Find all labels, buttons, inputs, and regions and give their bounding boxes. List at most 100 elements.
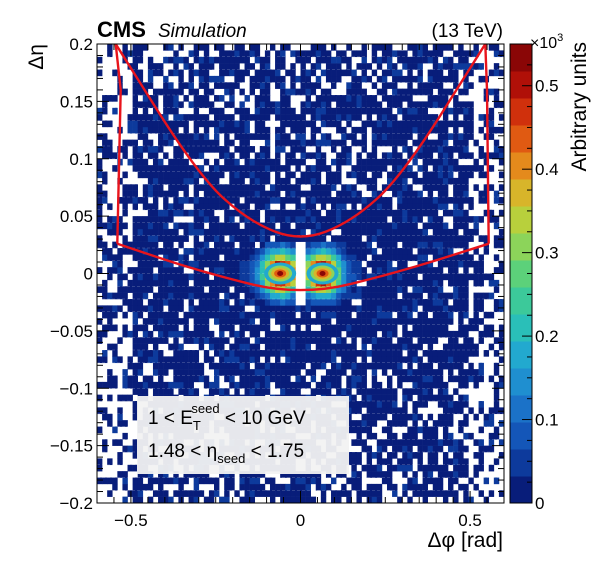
heatmap-cell: [264, 260, 271, 268]
heatmap-cell: [249, 324, 256, 332]
heatmap-cell: [422, 152, 428, 160]
heatmap-cell: [244, 107, 250, 115]
heatmap-cell: [427, 209, 434, 217]
heatmap-cell: [275, 216, 281, 223]
heatmap-cell: [295, 471, 301, 478]
heatmap-cell: [244, 216, 250, 223]
heatmap-cell: [402, 56, 408, 64]
heatmap-cell: [193, 171, 200, 179]
heatmap-cell: [448, 375, 454, 383]
heatmap-cell: [437, 420, 444, 427]
heatmap-cell: [214, 279, 220, 287]
colorbar-segment: [510, 341, 532, 369]
heatmap-cell: [376, 235, 383, 242]
heatmap-cell: [320, 350, 327, 357]
heatmap-cell: [97, 209, 103, 217]
heatmap-cell: [498, 69, 504, 77]
heatmap-cell: [188, 273, 194, 281]
heatmap-cell: [427, 241, 434, 249]
heatmap-cell: [392, 222, 398, 230]
heatmap-cell: [239, 50, 245, 58]
heatmap-cell: [137, 483, 144, 491]
heatmap-cell: [275, 75, 281, 83]
heatmap-cell: [376, 171, 383, 179]
heatmap-cell: [203, 248, 210, 255]
heatmap-cell: [112, 254, 118, 262]
heatmap-cell: [437, 133, 444, 140]
heatmap-cell: [361, 177, 367, 185]
heatmap-cell: [448, 477, 454, 485]
heatmap-cell: [341, 490, 347, 497]
heatmap-cell: [463, 381, 469, 389]
heatmap-cell: [264, 197, 271, 204]
heatmap-cell: [300, 101, 306, 109]
heatmap-cell: [381, 197, 388, 204]
heatmap-cell: [142, 44, 149, 51]
colorbar: 00.10.20.30.40.5: [509, 43, 559, 513]
heatmap-cell: [132, 318, 138, 325]
heatmap-cell: [234, 279, 240, 287]
heatmap-cell: [290, 158, 296, 166]
heatmap-cell: [493, 197, 500, 204]
heatmap-cell: [320, 375, 327, 383]
heatmap-cell: [432, 203, 439, 211]
heatmap-cell: [320, 44, 327, 51]
heatmap-cell: [402, 126, 408, 134]
heatmap-cell: [214, 483, 220, 491]
heatmap-cell: [315, 75, 322, 83]
heatmap-cell: [254, 273, 261, 281]
heatmap-cell: [229, 273, 235, 281]
heatmap-cell: [448, 197, 454, 204]
heatmap-cell: [275, 483, 281, 491]
heatmap-cell: [463, 471, 469, 478]
heatmap-cell: [208, 209, 215, 217]
heatmap-cell: [361, 362, 367, 370]
heatmap-cell: [203, 305, 210, 313]
heatmap-cell: [417, 120, 423, 128]
heatmap-cell: [346, 101, 352, 109]
heatmap-cell: [407, 56, 413, 64]
heatmap-cell: [356, 458, 362, 466]
heatmap-cell: [234, 158, 240, 166]
heatmap-cell: [219, 82, 225, 89]
heatmap-cell: [142, 318, 149, 325]
heatmap-cell: [386, 184, 393, 191]
heatmap-cell: [163, 292, 169, 300]
heatmap-cell: [432, 101, 439, 109]
heatmap-cell: [239, 356, 245, 364]
heatmap-cell: [442, 401, 449, 408]
heatmap-cell: [386, 209, 393, 217]
heatmap-cell: [300, 158, 306, 166]
heatmap-cell: [463, 324, 469, 332]
heatmap-cell: [386, 133, 393, 140]
heatmap-cell: [168, 88, 174, 96]
heatmap-cell: [356, 216, 362, 223]
heatmap-cell: [336, 152, 342, 160]
heatmap-cell: [132, 50, 138, 58]
heatmap-cell: [147, 350, 154, 357]
heatmap-cell: [376, 337, 383, 344]
heatmap-cell: [142, 114, 149, 121]
heatmap-cell: [203, 477, 210, 485]
y-axis-label: Δη: [25, 44, 48, 70]
heatmap-cell: [193, 101, 200, 109]
heatmap-cell: [163, 216, 169, 223]
heatmap-cell: [320, 158, 327, 166]
heatmap-cell: [239, 216, 245, 223]
heatmap-cell: [336, 324, 342, 332]
heatmap-cell: [478, 369, 484, 376]
heatmap-cell: [107, 311, 113, 319]
heatmap-cell: [376, 471, 383, 478]
heatmap-cell: [392, 88, 398, 96]
heatmap-cell: [325, 292, 332, 300]
heatmap-cell: [412, 88, 418, 96]
heatmap-cell: [381, 286, 388, 293]
heatmap-cell: [478, 401, 484, 408]
heatmap-cell: [147, 152, 154, 160]
heatmap-cell: [97, 286, 103, 293]
heatmap-cell: [295, 369, 301, 376]
heatmap-cell: [422, 177, 428, 185]
heatmap-cell: [320, 203, 327, 211]
heatmap-cell: [208, 388, 215, 395]
heatmap-cell: [473, 248, 479, 255]
